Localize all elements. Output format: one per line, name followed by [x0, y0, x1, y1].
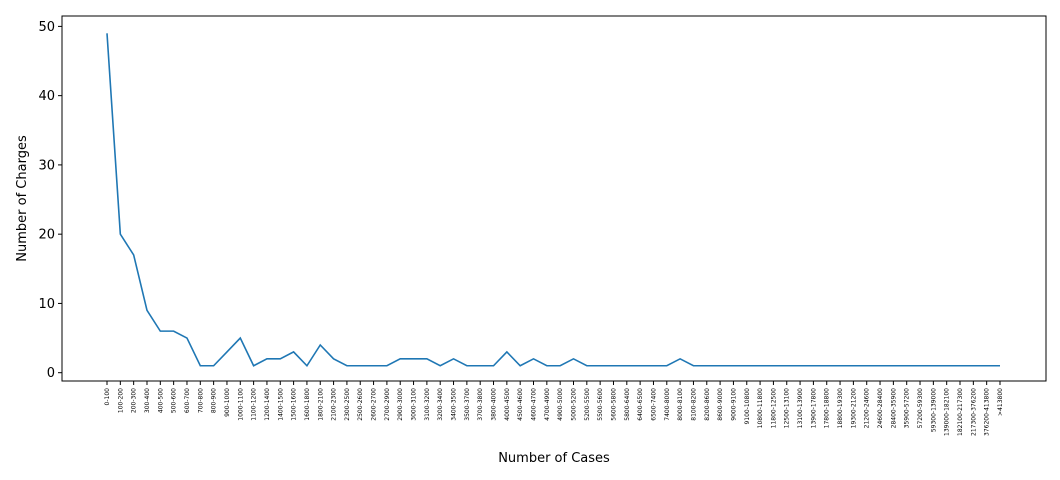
x-tick-label: 1200-1400	[264, 388, 271, 421]
x-tick-label: 2100-2300	[331, 388, 338, 421]
x-tick-label: 1400-1500	[277, 388, 284, 421]
x-tick-label: 700-800	[197, 388, 204, 413]
x-tick-label: 4900-5000	[557, 388, 564, 421]
x-tick-label: 24600-28400	[877, 388, 884, 429]
x-tick-label: 6400-6500	[637, 388, 644, 421]
x-tick-label: 3200-3400	[437, 388, 444, 421]
x-tick-label: 10800-11800	[757, 388, 764, 429]
x-tick-label: 0-100	[104, 388, 111, 406]
x-tick-label: 5000-5200	[570, 388, 577, 421]
x-tick-label: 19300-21200	[850, 388, 857, 429]
x-tick-label: 2300-2500	[344, 388, 351, 421]
x-tick-label: 2600-2700	[371, 388, 378, 421]
x-tick-label: 139000-182100	[944, 388, 951, 436]
x-tick-label: 13100-13900	[797, 388, 804, 429]
x-tick-label: 4500-4600	[517, 388, 524, 421]
x-tick-label: 17800-18800	[824, 388, 831, 429]
x-tick-label: 7400-8000	[664, 388, 671, 421]
x-axis: 0-100 100-200 200-300 300-400 400-500 500-600…	[104, 381, 1004, 436]
x-tick-label: 217300-376200	[970, 388, 977, 436]
y-tick-label: 30	[38, 158, 55, 173]
x-tick-label: 800-900	[211, 388, 218, 413]
x-tick-label: 9000-9100	[730, 388, 737, 421]
y-tick-label: 10	[38, 297, 55, 312]
x-tick-label: 1800-2100	[317, 388, 324, 421]
x-tick-label: 1000-1100	[237, 388, 244, 421]
x-tick-label: 900-1000	[224, 388, 231, 417]
x-tick-label: 8000-8100	[677, 388, 684, 421]
x-tick-label: 5200-5500	[584, 388, 591, 421]
x-tick-label: 182100-217300	[957, 388, 964, 436]
x-tick-label: 3100-3200	[424, 388, 431, 421]
x-tick-label: 376200-413800	[984, 388, 991, 436]
x-tick-label: 35900-57200	[904, 388, 911, 429]
y-tick-label: 40	[38, 89, 55, 104]
x-tick-label: 13900-17800	[810, 388, 817, 429]
x-tick-label: 5600-5800	[610, 388, 617, 421]
x-tick-label: 500-600	[171, 388, 178, 413]
x-tick-label: 8600-9000	[717, 388, 724, 421]
x-tick-label: 5800-6400	[624, 388, 631, 421]
x-tick-label: 3800-4000	[491, 388, 498, 421]
x-tick-label: 4600-4700	[531, 388, 538, 421]
x-tick-label: 28400-35900	[890, 388, 897, 429]
x-tick-label: 8200-8600	[704, 388, 711, 421]
x-tick-label: 3000-3100	[411, 388, 418, 421]
axes-frame	[61, 15, 1047, 382]
y-tick-label: 50	[38, 20, 55, 35]
x-tick-label: 18800-19300	[837, 388, 844, 429]
x-tick-label: 400-500	[157, 388, 164, 413]
x-tick-label: 1500-1600	[291, 388, 298, 421]
series-line	[106, 33, 1000, 368]
x-tick-label: 59300-139000	[930, 388, 937, 432]
x-tick-label: 600-700	[184, 388, 191, 413]
x-tick-label: 6500-7400	[650, 388, 657, 421]
x-tick-label: 3500-3700	[464, 388, 471, 421]
x-tick-label: 2500-2600	[357, 388, 364, 421]
x-tick-label: 4000-4500	[504, 388, 511, 421]
x-tick-label: 8100-8200	[690, 388, 697, 421]
y-tick-label: 0	[47, 366, 55, 381]
x-tick-label: 200-300	[131, 388, 138, 413]
x-axis-title: Number of Cases	[498, 451, 610, 466]
x-tick-label: 1100-1200	[251, 388, 258, 421]
x-tick-label: 9100-10800	[744, 388, 751, 425]
x-tick-label: 5500-5600	[597, 388, 604, 421]
y-axis: 0 10 20 30 40 50	[38, 20, 62, 381]
x-tick-label: 300-400	[144, 388, 151, 413]
x-tick-label: 57200-59300	[917, 388, 924, 429]
x-tick-label: 21200-24600	[864, 388, 871, 429]
x-tick-label: 100-200	[117, 388, 124, 413]
y-axis-title: Number of Charges	[15, 135, 30, 262]
x-tick-label: >413800	[997, 388, 1004, 416]
x-tick-label: 3700-3800	[477, 388, 484, 421]
x-tick-label: 11800-12500	[770, 388, 777, 429]
x-tick-label: 12500-13100	[784, 388, 791, 429]
x-tick-label: 4700-4900	[544, 388, 551, 421]
x-tick-label: 2900-3000	[397, 388, 404, 421]
x-tick-label: 3400-3500	[451, 388, 458, 421]
y-tick-label: 20	[38, 228, 55, 243]
x-tick-label: 1600-1800	[304, 388, 311, 421]
x-tick-label: 2700-2900	[384, 388, 391, 421]
